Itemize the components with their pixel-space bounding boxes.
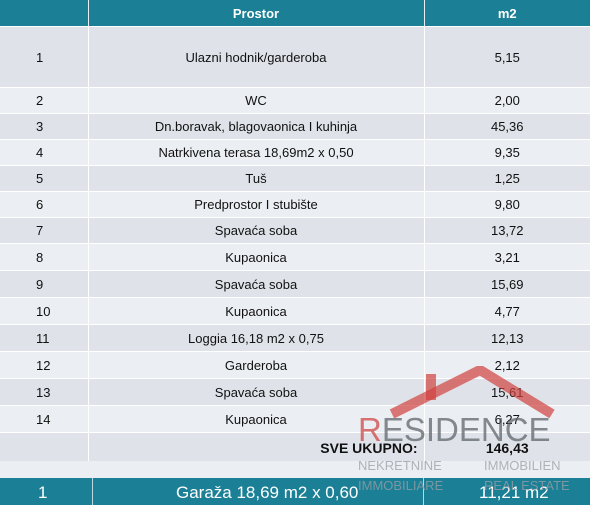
garage-name: Garaža 18,69 m2 x 0,60 xyxy=(176,483,359,502)
row-number: 1 xyxy=(0,26,89,88)
garage-area: 11,21 m2 xyxy=(479,483,549,502)
garage-divider xyxy=(92,478,93,505)
total-label: SVE UKUPNO: xyxy=(88,432,425,463)
header-number xyxy=(0,0,89,27)
row-room: Kupaonica xyxy=(88,405,425,433)
row-room: Garderoba xyxy=(88,351,425,379)
row-room: WC xyxy=(88,87,425,114)
row-number: 4 xyxy=(0,139,89,166)
table-row: 5 Tuš 1,25 xyxy=(0,165,590,192)
total-empty-cell xyxy=(0,432,89,463)
row-number: 7 xyxy=(0,217,89,244)
table-row: 14 Kupaonica 6,27 xyxy=(0,405,590,433)
row-room: Spavaća soba xyxy=(88,270,425,298)
table-row: 2 WC 2,00 xyxy=(0,87,590,114)
row-area: 6,27 xyxy=(424,405,590,433)
row-room: Natrkivena terasa 18,69m2 x 0,50 xyxy=(88,139,425,166)
row-area: 1,25 xyxy=(424,165,590,192)
table-row: 3 Dn.boravak, blagovaonica I kuhinja 45,… xyxy=(0,113,590,140)
table-row: 10 Kupaonica 4,77 xyxy=(0,297,590,325)
row-room: Spavaća soba xyxy=(88,217,425,244)
row-room: Tuš xyxy=(88,165,425,192)
row-area: 12,13 xyxy=(424,324,590,352)
garage-divider xyxy=(423,478,424,505)
table-row: 12 Garderoba 2,12 xyxy=(0,351,590,379)
row-area: 4,77 xyxy=(424,297,590,325)
total-value: 146,43 xyxy=(424,432,590,463)
row-area: 45,36 xyxy=(424,113,590,140)
garage-row: 1 Garaža 18,69 m2 x 0,60 11,21 m2 xyxy=(0,478,590,505)
table-row: 6 Predprostor I stubište 9,80 xyxy=(0,191,590,218)
row-number: 13 xyxy=(0,378,89,406)
table-row: 13 Spavaća soba 15,61 xyxy=(0,378,590,406)
row-number: 11 xyxy=(0,324,89,352)
row-area: 3,21 xyxy=(424,243,590,271)
row-area: 15,69 xyxy=(424,270,590,298)
row-room: Kupaonica xyxy=(88,243,425,271)
row-room: Predprostor I stubište xyxy=(88,191,425,218)
table-row: 8 Kupaonica 3,21 xyxy=(0,243,590,271)
header-prostor: Prostor xyxy=(88,0,425,27)
row-number: 10 xyxy=(0,297,89,325)
table-row: 1 Ulazni hodnik/garderoba 5,15 xyxy=(0,26,590,88)
row-room: Dn.boravak, blagovaonica I kuhinja xyxy=(88,113,425,140)
row-number: 3 xyxy=(0,113,89,140)
row-number: 5 xyxy=(0,165,89,192)
row-area: 2,00 xyxy=(424,87,590,114)
row-area: 15,61 xyxy=(424,378,590,406)
table-row: 4 Natrkivena terasa 18,69m2 x 0,50 9,35 xyxy=(0,139,590,166)
row-number: 12 xyxy=(0,351,89,379)
row-number: 9 xyxy=(0,270,89,298)
row-area: 2,12 xyxy=(424,351,590,379)
row-number: 2 xyxy=(0,87,89,114)
row-number: 14 xyxy=(0,405,89,433)
row-number: 6 xyxy=(0,191,89,218)
table-row: 9 Spavaća soba 15,69 xyxy=(0,270,590,298)
row-room: Ulazni hodnik/garderoba xyxy=(88,26,425,88)
rooms-table: Prostor m2 1 Ulazni hodnik/garderoba 5,1… xyxy=(0,0,590,463)
table-header-row: Prostor m2 xyxy=(0,0,590,27)
spacer-band xyxy=(0,461,590,478)
garage-number: 1 xyxy=(38,483,48,502)
row-area: 9,80 xyxy=(424,191,590,218)
total-row: SVE UKUPNO: 146,43 xyxy=(0,432,590,463)
header-m2: m2 xyxy=(424,0,590,27)
row-number: 8 xyxy=(0,243,89,271)
row-area: 13,72 xyxy=(424,217,590,244)
table-row: 11 Loggia 16,18 m2 x 0,75 12,13 xyxy=(0,324,590,352)
row-room: Kupaonica xyxy=(88,297,425,325)
row-room: Loggia 16,18 m2 x 0,75 xyxy=(88,324,425,352)
row-area: 5,15 xyxy=(424,26,590,88)
row-room: Spavaća soba xyxy=(88,378,425,406)
table-row: 7 Spavaća soba 13,72 xyxy=(0,217,590,244)
row-area: 9,35 xyxy=(424,139,590,166)
